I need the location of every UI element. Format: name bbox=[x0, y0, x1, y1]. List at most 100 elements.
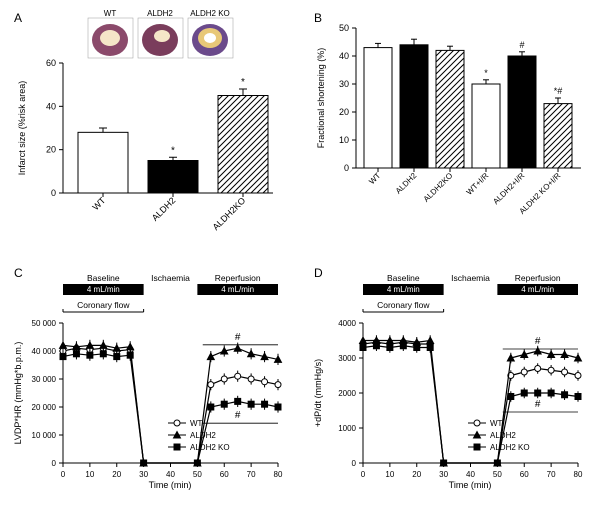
svg-text:0: 0 bbox=[61, 470, 66, 479]
svg-text:40 000: 40 000 bbox=[32, 347, 57, 356]
svg-text:0: 0 bbox=[352, 459, 357, 468]
panel-d: D Baseline Ischaemia Reperfusion 4 mL/min 4 … bbox=[308, 263, 598, 508]
panel-a-ylabel: Infarct size (%risk area) bbox=[17, 81, 27, 176]
svg-text:ALDH2KO: ALDH2KO bbox=[422, 171, 455, 204]
panel-b-svg: B 01020304050 WTALDH2ALDH2KO*WT+I/R#ALDH… bbox=[308, 8, 598, 248]
svg-text:Ischaemia: Ischaemia bbox=[151, 273, 190, 283]
svg-text:30: 30 bbox=[339, 79, 349, 89]
panel-d-plot: 0 1000 2000 3000 4000 0 10 20 30 40 50 60 70 80 # # W… bbox=[313, 319, 583, 490]
svg-text:#: # bbox=[235, 332, 241, 343]
svg-text:50 000: 50 000 bbox=[32, 319, 57, 328]
figure-grid: A WT ALDH2 bbox=[8, 8, 590, 508]
svg-text:4 mL/min: 4 mL/min bbox=[221, 285, 254, 294]
svg-text:#: # bbox=[235, 410, 241, 421]
svg-text:30 000: 30 000 bbox=[32, 375, 57, 384]
svg-text:WT: WT bbox=[104, 9, 117, 18]
svg-text:10: 10 bbox=[385, 470, 394, 479]
svg-text:ALDH2 KO: ALDH2 KO bbox=[490, 443, 530, 452]
svg-text:30: 30 bbox=[439, 470, 448, 479]
svg-text:Reperfusion: Reperfusion bbox=[515, 273, 561, 283]
svg-text:ALDH2 KO: ALDH2 KO bbox=[190, 9, 230, 18]
svg-text:ALDH2: ALDH2 bbox=[394, 171, 419, 196]
svg-text:0: 0 bbox=[51, 188, 56, 198]
svg-text:2000: 2000 bbox=[338, 389, 356, 398]
panel-c: C BaselineIschaemiaReperfusion4 mL/min4 … bbox=[8, 263, 298, 508]
svg-text:50: 50 bbox=[493, 470, 502, 479]
svg-text:*#: *# bbox=[554, 86, 563, 96]
svg-text:40: 40 bbox=[339, 51, 349, 61]
panel-d-protocol: Baseline Ischaemia Reperfusion 4 mL/min 4 mL… bbox=[363, 273, 578, 312]
svg-text:Baseline: Baseline bbox=[87, 273, 120, 283]
svg-text:Coronary flow: Coronary flow bbox=[77, 300, 130, 310]
svg-text:40: 40 bbox=[46, 101, 56, 111]
svg-text:60: 60 bbox=[220, 470, 229, 479]
panel-b-label: B bbox=[314, 11, 322, 25]
panel-a-label: A bbox=[14, 11, 22, 25]
panel-c-protocol: Baseline Ischaemia Reperfusion 4 mL/min 4 mL… bbox=[63, 273, 278, 312]
svg-text:4 mL/min: 4 mL/min bbox=[521, 285, 554, 294]
svg-text:1000: 1000 bbox=[338, 424, 356, 433]
svg-text:WT: WT bbox=[90, 195, 107, 212]
svg-text:#: # bbox=[535, 336, 541, 347]
svg-text:60: 60 bbox=[520, 470, 529, 479]
svg-text:30: 30 bbox=[139, 470, 148, 479]
svg-text:60: 60 bbox=[46, 58, 56, 68]
svg-text:#: # bbox=[519, 40, 524, 50]
svg-text:0: 0 bbox=[52, 459, 57, 468]
svg-text:10: 10 bbox=[339, 135, 349, 145]
svg-text:*: * bbox=[484, 68, 488, 78]
panel-d-label: D bbox=[314, 266, 323, 280]
svg-text:70: 70 bbox=[247, 470, 256, 479]
svg-text:*: * bbox=[171, 145, 175, 156]
svg-text:Reperfusion: Reperfusion bbox=[215, 273, 261, 283]
svg-text:20: 20 bbox=[339, 107, 349, 117]
svg-text:80: 80 bbox=[274, 470, 283, 479]
svg-text:ALDH2+I/R: ALDH2+I/R bbox=[491, 171, 526, 206]
svg-text:4000: 4000 bbox=[338, 319, 356, 328]
panel-a-svg: A WT ALDH2 bbox=[8, 8, 298, 248]
panel-a: A WT ALDH2 bbox=[8, 8, 298, 253]
svg-text:4 mL/min: 4 mL/min bbox=[387, 285, 420, 294]
svg-text:ALDH2: ALDH2 bbox=[147, 9, 173, 18]
panel-b-ylabel: Fractional shortening (%) bbox=[316, 48, 326, 149]
svg-text:10: 10 bbox=[85, 470, 94, 479]
svg-text:ALDH2: ALDH2 bbox=[150, 195, 178, 223]
panel-b-plot: 01020304050 WTALDH2ALDH2KO*WT+I/R#ALDH2+… bbox=[316, 23, 581, 216]
svg-text:10 000: 10 000 bbox=[32, 431, 57, 440]
svg-text:0: 0 bbox=[361, 470, 366, 479]
svg-text:40: 40 bbox=[166, 470, 175, 479]
svg-text:0: 0 bbox=[344, 163, 349, 173]
panel-d-xlabel: Time (min) bbox=[449, 480, 492, 490]
panel-d-svg: D Baseline Ischaemia Reperfusion 4 mL/min 4 … bbox=[308, 263, 598, 503]
svg-text:20 000: 20 000 bbox=[32, 403, 57, 412]
svg-text:4 mL/min: 4 mL/min bbox=[87, 285, 120, 294]
svg-text:50: 50 bbox=[193, 470, 202, 479]
panel-d-ylabel: +dP/dt (mmHg/s) bbox=[313, 359, 323, 427]
svg-text:ALDH2: ALDH2 bbox=[190, 431, 216, 440]
svg-text:WT: WT bbox=[490, 419, 503, 428]
svg-text:#: # bbox=[535, 399, 541, 410]
svg-text:50: 50 bbox=[339, 23, 349, 33]
svg-text:WT: WT bbox=[190, 419, 203, 428]
panel-c-ylabel: LVDP*HR (mmHg*b.p.m.) bbox=[13, 342, 23, 445]
panel-c-svg: C BaselineIschaemiaReperfusion4 mL/min4 … bbox=[8, 263, 298, 503]
panel-b: B 01020304050 WTALDH2ALDH2KO*WT+I/R#ALDH… bbox=[308, 8, 598, 253]
svg-text:70: 70 bbox=[547, 470, 556, 479]
svg-text:Ischaemia: Ischaemia bbox=[451, 273, 490, 283]
svg-text:Coronary flow: Coronary flow bbox=[377, 300, 430, 310]
svg-text:ALDH2: ALDH2 bbox=[490, 431, 516, 440]
svg-text:*: * bbox=[241, 77, 245, 88]
svg-text:80: 80 bbox=[574, 470, 583, 479]
panel-a-plot: 0 20 40 60 WT * ALDH2 * ALDH2KO Infarct size (%… bbox=[17, 58, 273, 232]
svg-text:40: 40 bbox=[466, 470, 475, 479]
svg-text:ALDH2 KO: ALDH2 KO bbox=[190, 443, 230, 452]
svg-text:20: 20 bbox=[112, 470, 121, 479]
inset-images: WT ALDH2 ALDH2 KO bbox=[88, 9, 233, 58]
svg-text:WT+I/R: WT+I/R bbox=[465, 171, 491, 197]
svg-text:Baseline: Baseline bbox=[387, 273, 420, 283]
svg-text:ALDH2KO: ALDH2KO bbox=[211, 195, 248, 232]
svg-text:3000: 3000 bbox=[338, 354, 356, 363]
panel-c-xlabel: Time (min) bbox=[149, 480, 192, 490]
svg-text:20: 20 bbox=[46, 145, 56, 155]
svg-text:20: 20 bbox=[412, 470, 421, 479]
